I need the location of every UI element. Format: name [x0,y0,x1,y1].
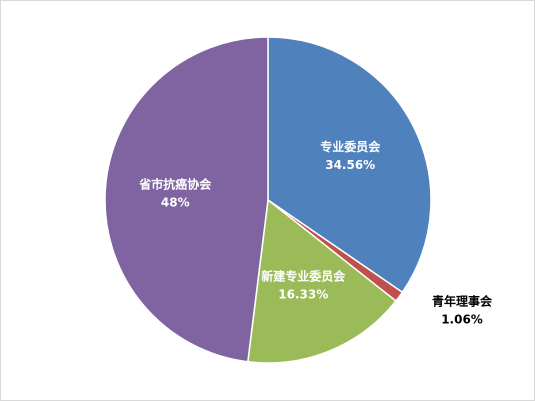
slice-value-label: 1.06% [441,312,483,326]
slice-label: 省市抗癌协会 [138,177,212,192]
slice-value-label: 16.33% [278,287,328,301]
pie-slice [104,36,269,363]
pie-slice [267,36,432,294]
slice-value-label: 48% [161,196,190,210]
slice-label: 新建专业委员会 [261,268,346,283]
slice-label: 青年理事会 [432,293,493,308]
slice-label: 专业委员会 [320,139,381,154]
pie-slice [246,198,397,364]
slice-value-label: 34.56% [325,158,375,172]
